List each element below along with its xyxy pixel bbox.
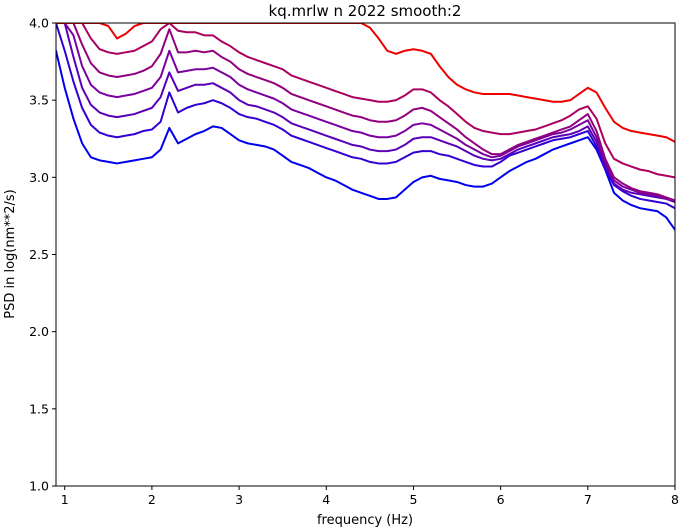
y-axis-label: PSD in log(nm**2/s): [3, 189, 18, 319]
x-tick-label: 2: [148, 492, 156, 507]
y-tick-label: 1.0: [29, 479, 49, 494]
chart-title: kq.mrlw n 2022 smooth:2: [269, 2, 462, 20]
x-axis-label: frequency (Hz): [317, 513, 413, 528]
x-tick-label: 4: [322, 492, 330, 507]
y-tick-label: 4.0: [29, 16, 49, 31]
y-tick-label: 2.0: [29, 324, 49, 339]
series-line-3: [56, 23, 675, 204]
series-line-6: [56, 23, 675, 179]
y-tick-label: 2.5: [29, 247, 49, 262]
y-axis-ticks: 1.0 1.5 2.0 2.5 3.0 3.5 4.0: [29, 16, 56, 494]
x-tick-label: 7: [584, 492, 592, 507]
x-tick-label: 8: [671, 492, 679, 507]
x-tick-label: 1: [61, 492, 69, 507]
series-line-4: [56, 23, 675, 202]
series-layer: [56, 23, 675, 231]
x-tick-label: 3: [235, 492, 243, 507]
x-tick-label: 5: [409, 492, 417, 507]
series-line-7: [56, 23, 675, 143]
x-tick-label: 6: [497, 492, 505, 507]
series-line-5: [56, 23, 675, 202]
y-tick-label: 3.5: [29, 93, 49, 108]
y-tick-label: 1.5: [29, 401, 49, 416]
series-line-2: [56, 23, 675, 210]
y-tick-label: 3.0: [29, 170, 49, 185]
x-axis-ticks: 1 2 3 4 5 6 7 8: [61, 486, 679, 507]
series-line-1: [56, 49, 675, 231]
